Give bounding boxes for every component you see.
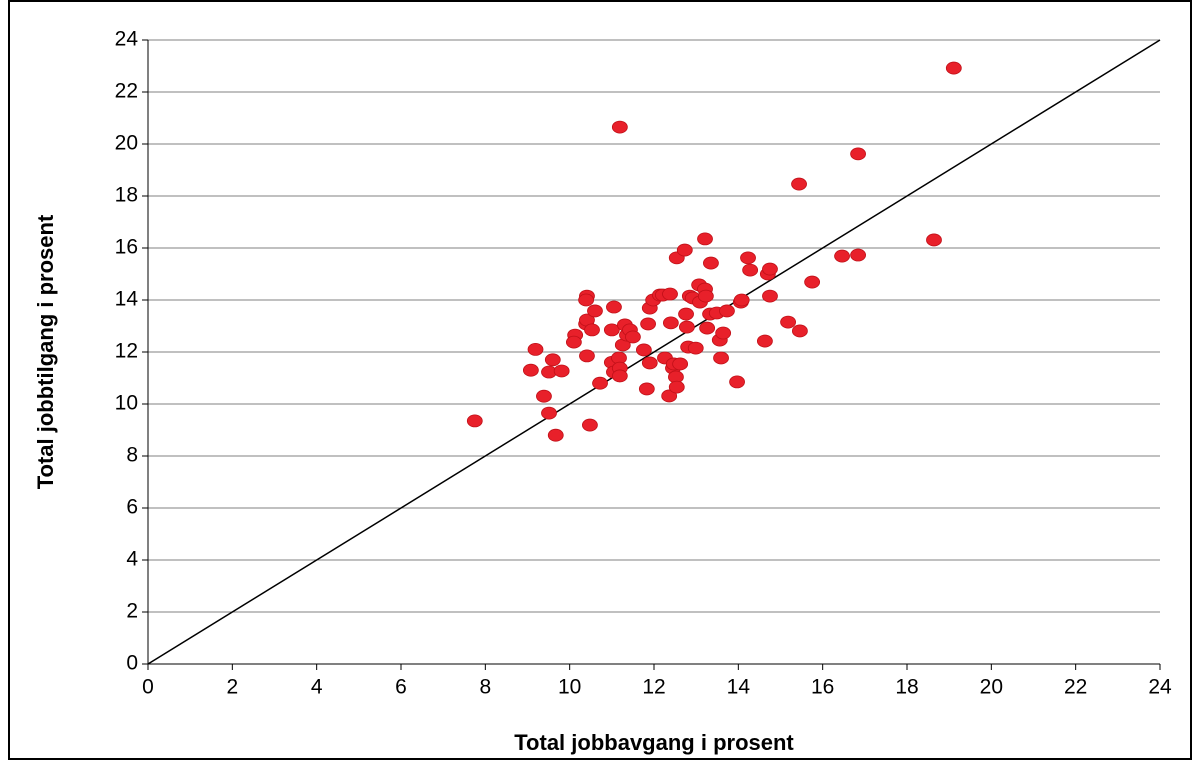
y-tick-label: 16 (115, 236, 138, 259)
point (544, 353, 561, 367)
y-tick-label: 14 (115, 288, 139, 311)
point (661, 389, 678, 403)
x-tick-label: 20 (980, 676, 1003, 699)
y-tick-label: 18 (115, 184, 138, 207)
point (553, 364, 570, 378)
x-tick-label: 4 (311, 676, 323, 699)
point (697, 289, 714, 303)
y-tick-label: 4 (126, 548, 138, 571)
point (715, 326, 732, 340)
point (536, 389, 552, 403)
y-tick-label: 22 (115, 80, 138, 103)
y-axis-title: Total jobbtilgang i prosent (33, 214, 58, 489)
x-tick-label: 18 (895, 676, 918, 699)
point (740, 251, 756, 265)
y-tick-label: 20 (115, 132, 138, 155)
point (687, 341, 704, 355)
point (926, 233, 942, 247)
x-tick-label: 0 (142, 676, 154, 699)
x-tick-label: 2 (226, 676, 238, 699)
x-tick-label: 16 (811, 676, 834, 699)
point (584, 323, 600, 337)
y-tick-label: 2 (126, 600, 138, 623)
point (579, 349, 595, 363)
point (678, 307, 694, 321)
point (756, 334, 773, 348)
point (527, 342, 544, 356)
point (547, 428, 564, 442)
point (850, 147, 866, 161)
point (466, 414, 483, 428)
point (565, 335, 582, 349)
point (522, 363, 539, 377)
point (541, 406, 557, 420)
point (719, 304, 735, 318)
point (662, 316, 679, 330)
point (611, 369, 628, 383)
point (635, 343, 652, 357)
point (672, 357, 689, 371)
point (834, 249, 850, 263)
y-tick-label: 24 (115, 28, 139, 51)
y-tick-label: 0 (126, 652, 138, 675)
point (850, 248, 866, 262)
x-tick-label: 12 (642, 676, 665, 699)
point (587, 304, 603, 318)
point (762, 262, 778, 276)
point (804, 275, 821, 289)
point (729, 375, 745, 389)
point (742, 263, 759, 277)
point (791, 324, 808, 338)
y-tick-label: 6 (126, 496, 138, 519)
point (640, 317, 656, 331)
y-tick-label: 10 (115, 392, 138, 415)
point (606, 300, 622, 314)
point (945, 61, 962, 75)
x-tick-label: 22 (1064, 676, 1087, 699)
x-tick-label: 10 (558, 676, 581, 699)
point (762, 289, 778, 303)
point (592, 376, 608, 390)
y-tick-label: 12 (115, 340, 138, 363)
point (625, 330, 641, 344)
point (582, 418, 598, 432)
point (668, 380, 685, 394)
point (733, 293, 750, 307)
point (780, 315, 796, 329)
point (603, 323, 620, 337)
x-axis-title: Total jobbavgang i prosent (514, 730, 794, 755)
x-tick-label: 8 (479, 676, 491, 699)
point (697, 232, 713, 246)
point (699, 321, 716, 335)
point (678, 320, 695, 334)
x-tick-label: 24 (1148, 676, 1172, 699)
point (676, 243, 693, 257)
point (713, 351, 729, 365)
point (641, 356, 658, 370)
point (578, 293, 595, 307)
reference-line (147, 39, 1161, 665)
point (791, 177, 807, 191)
point (638, 382, 655, 396)
x-tick-label: 6 (395, 676, 407, 699)
point (662, 287, 678, 301)
point (611, 120, 628, 134)
point (703, 256, 719, 270)
y-tick-label: 8 (126, 444, 138, 467)
x-tick-label: 14 (727, 676, 751, 699)
